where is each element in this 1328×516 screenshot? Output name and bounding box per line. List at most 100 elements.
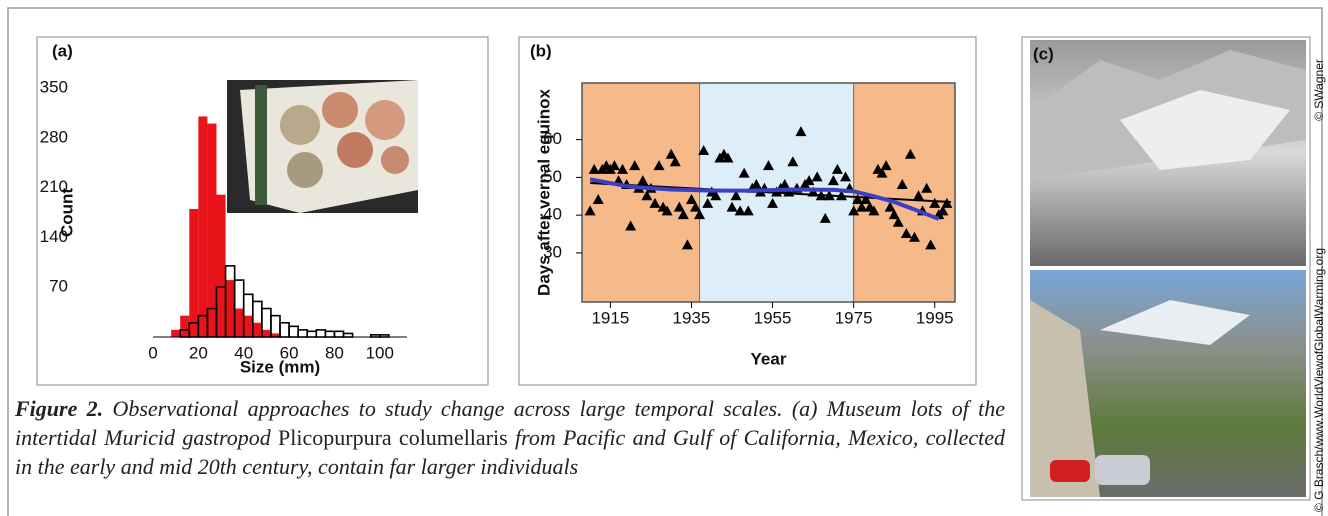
point bbox=[779, 178, 791, 189]
point bbox=[629, 160, 641, 171]
point bbox=[888, 209, 900, 220]
bar bbox=[225, 280, 235, 337]
x-axis-label: Year bbox=[751, 349, 787, 368]
point bbox=[592, 194, 604, 205]
point bbox=[673, 201, 685, 212]
x-tick-label: 0 bbox=[148, 343, 157, 362]
point bbox=[750, 178, 762, 189]
point bbox=[677, 209, 689, 220]
point bbox=[722, 152, 734, 163]
point bbox=[584, 205, 596, 216]
point bbox=[827, 175, 839, 186]
point bbox=[913, 190, 925, 201]
point bbox=[880, 160, 892, 171]
bar bbox=[198, 116, 208, 337]
bar bbox=[207, 123, 217, 337]
bar bbox=[216, 194, 226, 337]
bar bbox=[270, 333, 280, 337]
point bbox=[661, 205, 673, 216]
point bbox=[876, 167, 888, 178]
panel-label: (b) bbox=[530, 41, 552, 60]
x-tick-label: 1975 bbox=[835, 308, 873, 327]
point bbox=[811, 171, 823, 182]
x-tick-label: 80 bbox=[325, 343, 344, 362]
point bbox=[653, 160, 665, 171]
point bbox=[831, 163, 843, 174]
x-tick-label: 20 bbox=[189, 343, 208, 362]
shaded-period bbox=[853, 82, 956, 303]
figure-caption: Figure 2. Observational approaches to st… bbox=[15, 394, 1005, 481]
point bbox=[795, 126, 807, 137]
trend-line bbox=[589, 177, 940, 221]
y-tick-label: 280 bbox=[40, 127, 68, 146]
figure-frame bbox=[7, 7, 1323, 516]
point bbox=[690, 201, 702, 212]
point bbox=[726, 201, 738, 212]
point bbox=[860, 194, 872, 205]
x-tick-label: 60 bbox=[280, 343, 299, 362]
point bbox=[868, 205, 880, 216]
x-tick-label: 1935 bbox=[673, 308, 711, 327]
y-tick-label: 30 bbox=[543, 242, 562, 261]
point bbox=[665, 148, 677, 159]
caption-text: from Pacific and Gulf of California, Mex… bbox=[15, 425, 1005, 479]
glacier-photo-new bbox=[1030, 270, 1306, 497]
point bbox=[856, 201, 868, 212]
point bbox=[742, 205, 754, 216]
y-tick-label: 140 bbox=[40, 227, 68, 246]
point bbox=[734, 205, 746, 216]
point bbox=[738, 167, 750, 178]
point bbox=[641, 190, 653, 201]
point bbox=[908, 231, 920, 242]
y-tick-label: 350 bbox=[40, 77, 68, 96]
photo-credit: © G Brasch/www.WorldViewofGlobalWarming.… bbox=[1312, 248, 1326, 512]
point bbox=[588, 163, 600, 174]
point bbox=[702, 197, 714, 208]
caption-label: Figure 2. bbox=[15, 396, 104, 421]
y-tick-label: 60 bbox=[543, 129, 562, 148]
caption-text: Observational approaches to study change… bbox=[15, 396, 1006, 450]
x-tick-label: 1915 bbox=[591, 308, 629, 327]
point bbox=[681, 239, 693, 250]
point bbox=[767, 197, 779, 208]
point bbox=[649, 197, 661, 208]
bar bbox=[171, 329, 181, 337]
photo-credit: © SWagner bbox=[1312, 59, 1326, 121]
point bbox=[787, 156, 799, 167]
species-name: Plicopurpura columellaris bbox=[278, 425, 508, 450]
point bbox=[819, 212, 831, 223]
panel-label: (c) bbox=[1033, 44, 1054, 63]
point bbox=[921, 182, 933, 193]
glacier-photo-old bbox=[1030, 40, 1306, 266]
point bbox=[896, 178, 908, 189]
point bbox=[669, 156, 681, 167]
point bbox=[763, 160, 774, 171]
point bbox=[685, 194, 697, 205]
y-tick-label: 210 bbox=[40, 177, 68, 196]
point bbox=[884, 201, 896, 212]
point bbox=[929, 197, 941, 208]
inset-photo bbox=[227, 80, 418, 213]
x-axis-label: Size (mm) bbox=[240, 357, 320, 376]
y-tick-label: 50 bbox=[543, 167, 562, 186]
point bbox=[625, 220, 637, 231]
point bbox=[937, 205, 949, 216]
point bbox=[892, 216, 904, 227]
y-axis-label: Count bbox=[57, 188, 76, 237]
point bbox=[730, 190, 742, 201]
bar bbox=[234, 308, 244, 337]
bar bbox=[261, 329, 271, 337]
x-tick-label: 100 bbox=[366, 343, 394, 362]
point bbox=[637, 175, 649, 186]
panel-label: (a) bbox=[52, 41, 73, 60]
point bbox=[904, 148, 916, 159]
y-tick-label: 70 bbox=[49, 277, 68, 296]
point bbox=[848, 205, 860, 216]
point bbox=[710, 190, 722, 201]
point bbox=[694, 209, 706, 220]
point bbox=[900, 228, 912, 239]
point bbox=[608, 160, 620, 171]
x-tick-label: 1995 bbox=[916, 308, 954, 327]
